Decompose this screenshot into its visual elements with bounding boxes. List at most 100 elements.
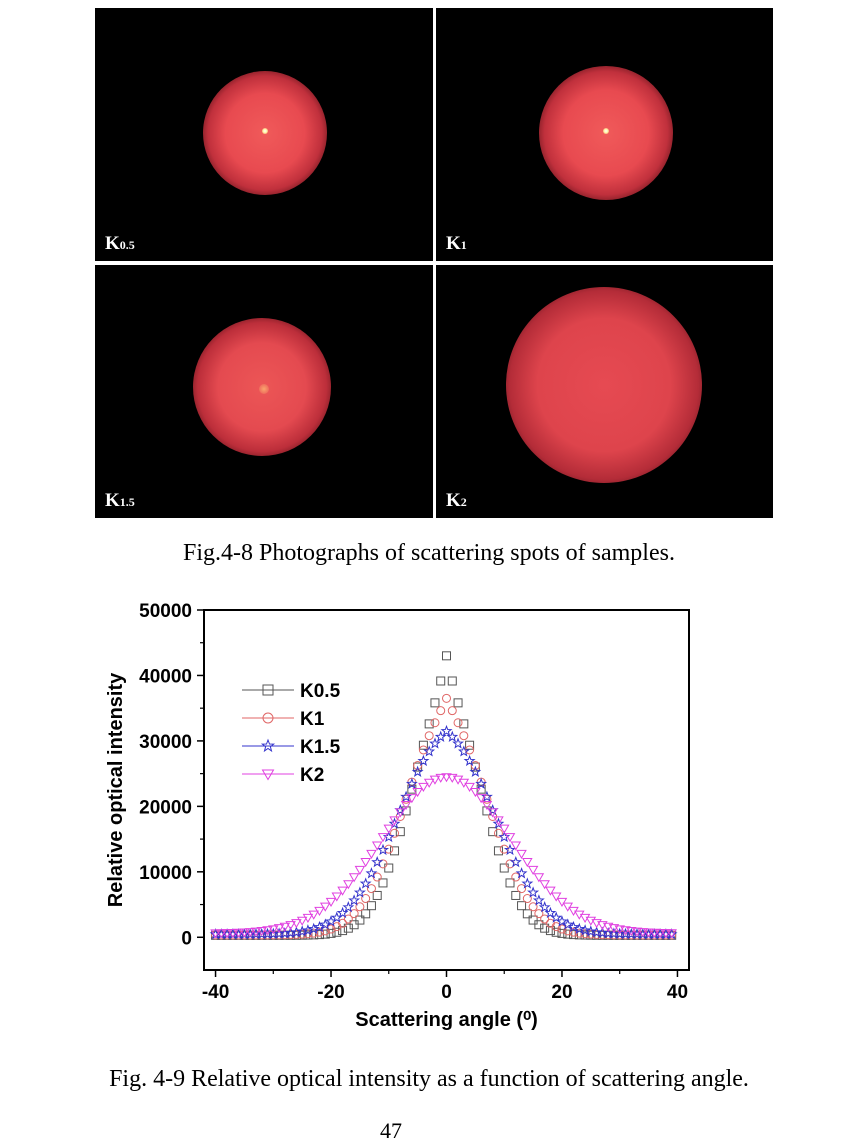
series-point-marker [260,738,276,753]
series-point-marker [527,865,539,875]
series-point-marker [354,865,366,875]
photo-panel-k15: K1.5 [95,265,433,518]
series-point-marker [314,906,325,917]
series-point-marker [221,929,233,939]
series-point-marker [279,922,291,932]
series-point-marker [371,855,384,868]
series-point-marker [395,827,405,837]
figure-4-8-caption: Fig.4-8 Photographs of scattering spots … [183,540,675,566]
series-point-marker [406,794,418,804]
series-point-marker [539,880,550,890]
series-point-marker [442,651,451,661]
series-point-marker [262,712,274,724]
series-point-marker [390,846,400,856]
series-point-marker [430,698,440,708]
x-tick-label: 40 [667,982,688,1003]
intensity-chart: -40 -20 0 20 40 0 10000 20000 30000 40000 50000 Sca… [105,601,690,1031]
series-point-marker [430,718,440,728]
series-point-marker [359,877,372,889]
spot-center [259,384,269,394]
series-point-marker [262,926,273,936]
series-point-marker [487,808,498,818]
series-point-marker [504,833,516,843]
series-point-marker [528,902,538,912]
series-point-marker [338,918,348,928]
series-point-marker [434,730,447,742]
page-number: 47 [380,1118,402,1143]
series-point-marker [361,909,371,919]
series-point-marker [475,794,487,804]
series-point-marker [418,740,428,750]
series-point-marker [446,730,459,742]
series-point-marker [527,886,540,898]
y-tick-label: 50000 [139,601,192,622]
series-point-marker [331,892,343,902]
series-point-marker [522,909,532,919]
series-point-marker [405,777,418,789]
figure-4-9-caption: Fig. 4-9 Relative optical intensity as a… [109,1066,749,1092]
series-point-marker [470,788,481,798]
series-point-marker [620,926,631,936]
series-point-marker [557,924,567,934]
photo-label-k1: K1 [446,233,467,254]
series-point-marker [510,841,522,851]
spot-center [262,128,268,134]
series-point-marker [284,926,297,938]
series-point-marker [382,830,395,843]
series-point-marker [544,906,557,919]
series-point-marker [239,928,250,938]
series-point-marker [584,925,597,937]
series-point-marker [475,777,488,789]
series-point-marker [355,915,365,925]
series-point-marker [361,894,371,904]
series-point-marker [590,926,603,938]
series-point-marker [423,745,436,757]
series-point-marker [388,817,401,829]
series-point-marker [521,877,534,889]
series-point-marker [407,784,417,794]
legend-label: K1.5 [300,737,341,758]
series-point-marker [447,706,457,716]
series-point-marker [390,828,400,838]
series-point-marker [649,928,660,938]
series-point-marker [424,731,434,741]
series-point-marker [481,790,493,802]
series-point-marker [296,925,309,937]
photo-label-k05: K0.5 [105,233,135,254]
series-point-marker [517,884,527,894]
photo-panel-k1: K1 [436,8,773,261]
series-point-marker [631,927,643,937]
series-point-marker [418,782,429,792]
series-point-marker [499,863,509,873]
series-point-marker [268,925,279,935]
legend-label: K2 [300,765,324,786]
series-point-marker [608,924,620,934]
series-point-marker [250,927,262,937]
series-point-marker [326,928,336,938]
series-point-marker [261,769,275,781]
series-point-marker [528,915,538,925]
series-point-marker [411,765,424,777]
series-point-marker [400,800,412,811]
series-point-marker [453,718,463,728]
series-point-marker [417,754,430,767]
series-point-marker [343,923,353,933]
series-point-marker [516,849,527,859]
series-point-marker [436,706,446,716]
series-point-marker [534,920,544,930]
series-k2 [210,773,677,939]
series-point-marker [349,920,359,930]
series-point-marker [643,928,654,938]
series-point-marker [365,867,378,879]
series-point-marker [337,886,348,896]
series-point-marker [561,918,574,930]
series-point-marker [302,913,314,923]
x-tick-label: 0 [441,982,452,1003]
series-point-marker [453,698,463,708]
series-point-marker [355,902,365,912]
series-point-marker [464,782,475,792]
series-point-marker [349,909,359,919]
scattering-photo-grid: K0.5 K1 K1.5 K2 [95,8,773,518]
series-point-marker [377,833,389,843]
series-point-marker [400,790,412,802]
